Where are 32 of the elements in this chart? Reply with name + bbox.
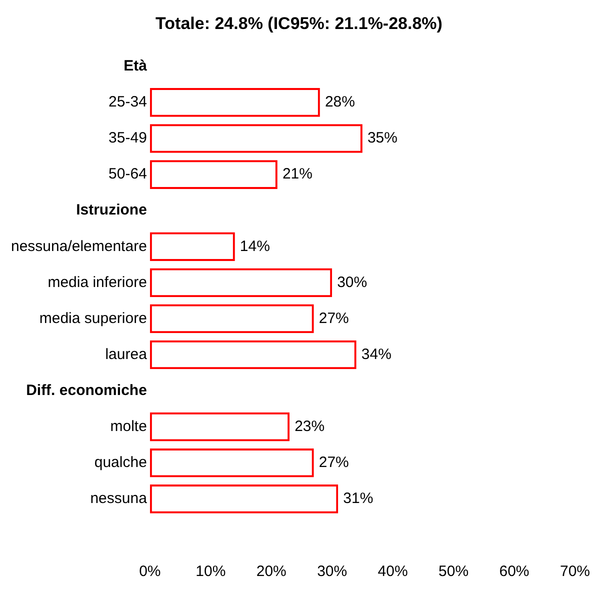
data-label: 34%: [361, 346, 392, 363]
data-label: 30%: [337, 274, 368, 291]
x-tick-label: 40%: [378, 563, 408, 580]
y-tick-label: 35-49: [108, 130, 147, 147]
y-tick-label: media superiore: [39, 310, 147, 327]
x-tick-label: 0%: [139, 563, 161, 580]
data-label: 35%: [367, 130, 398, 147]
x-tick-label: 50%: [438, 563, 469, 580]
x-tick-label: 20%: [256, 563, 286, 580]
data-label: 28%: [324, 94, 355, 111]
y-tick-label: molte: [110, 418, 147, 435]
y-tick-label: laurea: [105, 346, 148, 363]
y-tick-label: nessuna: [90, 490, 148, 508]
data-label: 27%: [318, 310, 349, 327]
x-tick-label: 10%: [196, 563, 226, 580]
x-tick-label: 30%: [317, 563, 348, 580]
chart-title: Totale: 24.8% (IC95%: 21.1%-28.8%): [156, 14, 442, 33]
data-label: 23%: [294, 418, 325, 435]
x-tick-label: 60%: [499, 563, 530, 580]
x-tick-label: 70%: [560, 563, 590, 580]
y-tick-label: 25-34: [108, 94, 147, 111]
y-tick-label: media inferiore: [48, 274, 147, 291]
data-label: 14%: [240, 238, 270, 255]
y-tick-label: Età: [124, 58, 148, 75]
data-label: 27%: [318, 454, 349, 472]
y-tick-label: Diff. economiche: [26, 382, 147, 399]
data-label: 21%: [282, 166, 312, 183]
data-label: 31%: [343, 490, 374, 508]
y-tick-label: 50-64: [108, 166, 147, 183]
y-tick-label: Istruzione: [76, 202, 147, 219]
y-tick-label: qualche: [94, 454, 147, 472]
y-tick-label: nessuna/elementare: [10, 238, 147, 255]
